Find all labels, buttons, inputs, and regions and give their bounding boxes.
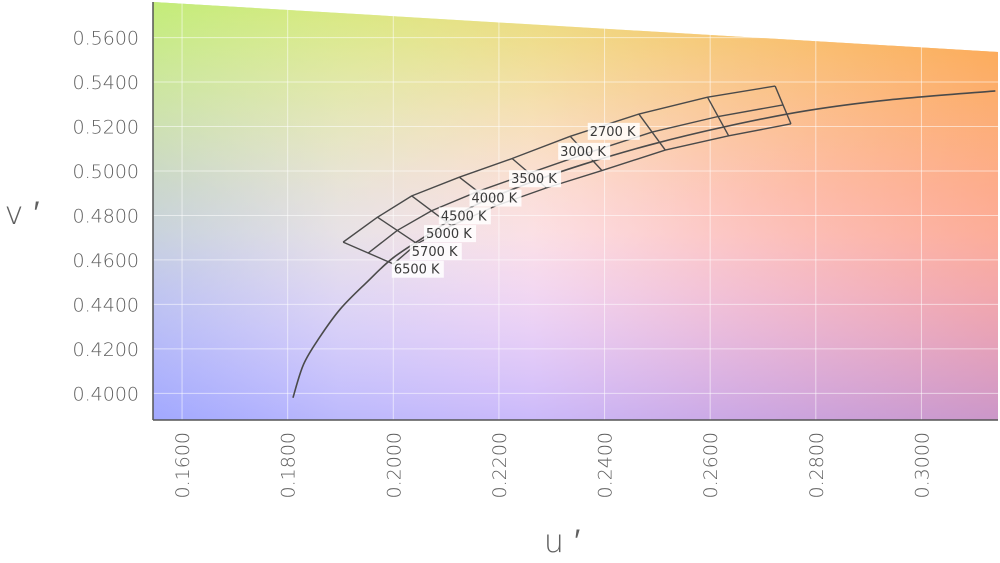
- cct-label-text: 5000 K: [426, 227, 472, 242]
- cct-label-text: 2700 K: [590, 125, 636, 140]
- cct-label-bg: [424, 225, 477, 243]
- background-layer: [153, 2, 998, 420]
- cct-quadrangles: [342, 85, 792, 265]
- cct-label-text: 4000 K: [471, 192, 517, 207]
- x-tick-label: 0.2000: [383, 432, 405, 498]
- cct-label-bg: [558, 142, 611, 160]
- cct-label: 4000 K: [469, 189, 522, 207]
- cct-label-text: 6500 K: [394, 263, 440, 278]
- quad-divider: [342, 241, 394, 265]
- cct-label: 5000 K: [424, 225, 477, 243]
- x-tick-label: 0.2600: [700, 432, 722, 498]
- y-tick-labels: 0.4000 0.4200 0.4400 0.4600 0.4800 0.5000 0.52…: [73, 28, 139, 406]
- cct-label: 4500 K: [438, 207, 491, 225]
- cct-label-text: 5700 K: [412, 245, 458, 260]
- x-tick-label: 0.1600: [172, 432, 194, 498]
- chromaticity-background: [153, 2, 998, 420]
- cct-label: 6500 K: [391, 260, 444, 278]
- cct-label-bg: [587, 122, 640, 140]
- quad-divider: [774, 85, 792, 125]
- axes: [152, 2, 998, 421]
- cct-label: 3000 K: [558, 142, 611, 160]
- cct-labels: 6500 K 5700 K 5000 K 4500 K 4000 K 3500 K3000…: [391, 122, 640, 278]
- y-tick-label: 0.4200: [73, 339, 139, 361]
- cct-label-text: 3500 K: [511, 172, 557, 187]
- cct-label-text: 3000 K: [560, 145, 606, 160]
- cct-label-bg: [391, 260, 444, 278]
- cct-label-bg: [409, 242, 462, 260]
- grid: [153, 2, 998, 420]
- quad-divider: [706, 96, 730, 137]
- x-tick-label: 0.2800: [806, 432, 828, 498]
- x-tick-label: 0.3000: [911, 432, 933, 498]
- cct-label: 3500 K: [509, 170, 562, 188]
- y-tick-label: 0.5000: [73, 161, 139, 183]
- quad-divider: [638, 113, 666, 151]
- y-tick-label: 0.4600: [73, 250, 139, 272]
- cct-label-text: 4500 K: [441, 209, 487, 224]
- y-tick-label: 0.4800: [73, 205, 139, 227]
- cct-label-bg: [438, 207, 491, 225]
- cct-label: 2700 K: [587, 122, 640, 140]
- cct-label-bg: [469, 189, 522, 207]
- x-tick-label: 0.1800: [278, 432, 300, 498]
- y-tick-label: 0.4400: [73, 294, 139, 316]
- y-tick-label: 0.5200: [73, 117, 139, 139]
- y-axis-title: v ′: [4, 194, 39, 232]
- cct-label-bg: [509, 170, 562, 188]
- quad-divider: [377, 216, 418, 245]
- y-tick-label: 0.4000: [73, 383, 139, 405]
- x-tick-label: 0.2400: [595, 432, 617, 498]
- x-axis-title: u ′: [544, 522, 580, 560]
- x-tick-label: 0.2200: [489, 432, 511, 498]
- y-tick-label: 0.5400: [73, 72, 139, 94]
- cct-label: 5700 K: [409, 242, 462, 260]
- y-tick-label: 0.5600: [73, 28, 139, 50]
- x-tick-labels: 0.1600 0.1800 0.2000 0.2200 0.2400 0.2600 0.28…: [172, 432, 933, 498]
